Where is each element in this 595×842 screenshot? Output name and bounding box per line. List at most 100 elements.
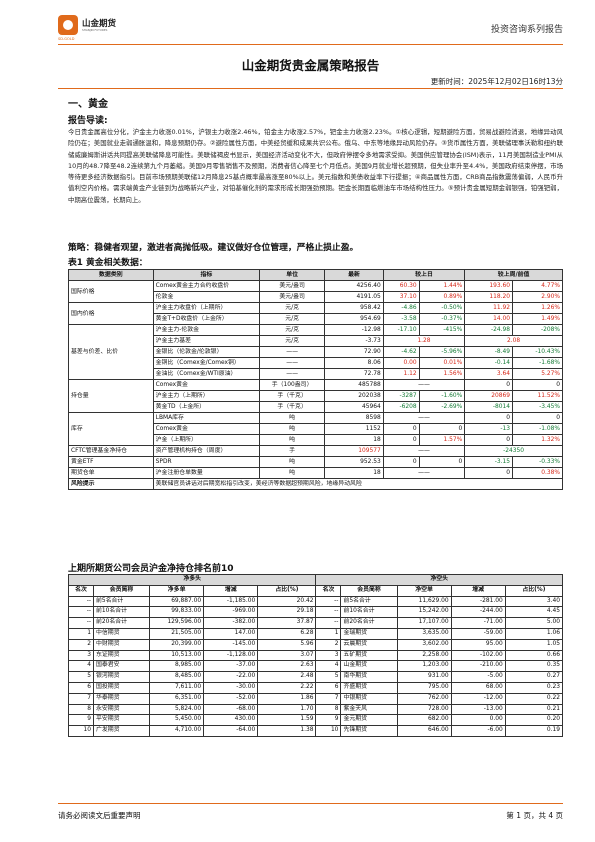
table-cell: 6	[68, 681, 94, 694]
day-pct-cell: 1.56%	[418, 368, 466, 380]
day-change-cell: 0.00	[382, 357, 420, 369]
unit-cell: 手（千克）	[259, 401, 326, 413]
table-cell: --	[68, 606, 94, 619]
table-cell: 中财期货	[92, 638, 151, 651]
day-change-cell: ——	[382, 412, 466, 424]
table-cell: 2.22	[257, 681, 317, 694]
table-cell: 646.00	[396, 725, 452, 737]
table-cell: 8	[315, 703, 342, 716]
disclaimer-note: 请务必阅读文后重要声明	[58, 811, 141, 820]
latest-cell: 4256.40	[324, 280, 384, 292]
column-header: 会员简称	[92, 584, 151, 597]
table-row: 金油比（Comex金/WTI原油） —— 72.78 1.12 1.56% 3.64 5.2…	[69, 368, 564, 380]
category-cell: 国际价格	[68, 280, 154, 303]
unit-cell: 吨	[259, 456, 326, 468]
table-cell: 728.00	[396, 703, 452, 716]
latest-cell: -3.73	[324, 335, 384, 347]
day-pct-cell: 0.01%	[418, 357, 466, 369]
table-cell: -64.00	[203, 725, 259, 737]
week-pct-cell: -208%	[511, 324, 564, 336]
day-pct-cell: -0.37%	[418, 313, 466, 325]
table-cell: 0.19	[504, 725, 564, 737]
latest-cell: 8.06	[324, 357, 384, 369]
unit-cell: 元/克	[259, 302, 326, 314]
unit-cell: 美元/盎司	[259, 280, 326, 292]
week-change-cell: 0	[464, 434, 513, 446]
week-pct-cell: -3.45%	[511, 401, 564, 413]
table-cell: 17,107.00	[396, 617, 452, 629]
table-cell: -59.00	[450, 627, 506, 640]
table-cell: 147.00	[203, 627, 259, 640]
indicator-cell: LBMA库存	[152, 412, 261, 424]
table-cell: -382.00	[203, 617, 259, 629]
day-pct-cell: -2.69%	[418, 401, 466, 413]
table-cell: 3	[315, 649, 342, 662]
indicator-cell: 伦敦金	[152, 291, 261, 303]
table-cell: 前20名合计	[340, 617, 398, 629]
latest-cell: 202038	[324, 390, 384, 402]
week-pct-cell: 1.26%	[511, 302, 564, 314]
week-pct-cell: 5.27%	[511, 368, 564, 380]
table-cell: 0.66	[504, 649, 564, 662]
category-cell: 期货仓单	[68, 467, 154, 479]
latest-cell: 954.69	[324, 313, 384, 325]
table-cell: 95.00	[450, 638, 506, 651]
table-cell: 中银期货	[340, 692, 398, 705]
week-pct-cell: -1.08%	[511, 423, 564, 435]
table-cell: 0.21	[504, 703, 564, 716]
week-change-cell: 14.00	[464, 313, 513, 325]
category-cell: 库存	[68, 412, 154, 446]
day-change-cell: -3.58	[382, 313, 420, 325]
gold-data-table: 数据类别 指标 单位 最新 较上日 较上周/前值 国际价格 Comex黄金主力合约收盘价 美元/…	[68, 269, 564, 490]
category-cell: 国内价格	[68, 302, 154, 325]
week-change-cell: 3.64	[464, 368, 513, 380]
table-cell: 紫金天风	[340, 703, 398, 716]
week-pct-cell: -10.43%	[511, 346, 564, 358]
week-pct-cell: 0	[511, 379, 564, 391]
table-row: 3 东证期货 10,513.00 -1,128.00 3.07 3 五矿期货 2,258.00…	[68, 649, 564, 662]
column-header: 单位	[259, 269, 326, 281]
table-row: 国内价格 沪金主力收盘价（上期所） 元/克 958.42 -4.86 -0.50% 11.9…	[68, 302, 564, 325]
table-row: 1 中信期货 21,505.00 147.00 6.28 1 金瑞期货 3,635.00 -59…	[68, 627, 564, 640]
week-pct-cell: 2.90%	[511, 291, 564, 303]
week-pct-cell: -1.68%	[511, 357, 564, 369]
category-cell: 基差与价差、比价	[68, 324, 154, 380]
table-cell: 7,611.00	[149, 681, 205, 694]
latest-cell: 1152	[324, 423, 384, 435]
table-cell: 2,258.00	[396, 649, 452, 662]
table-cell: 1.70	[257, 703, 317, 716]
table-cell: -102.00	[450, 649, 506, 662]
day-change-cell: -4.86	[382, 302, 420, 314]
unit-cell: 元/克	[259, 324, 326, 336]
table-cell: 1	[68, 627, 94, 640]
day-change-cell: 0	[382, 423, 420, 435]
table-cell: 平安期货	[92, 714, 151, 727]
table-cell: 东证期货	[92, 649, 151, 662]
table-cell: 9	[315, 714, 342, 727]
logo-icon	[58, 15, 78, 35]
table-cell: 永安期货	[92, 703, 151, 716]
table-cell: 国投期货	[92, 681, 151, 694]
table-cell: 8,485.00	[149, 671, 205, 683]
day-change-cell: -17.10	[382, 324, 420, 336]
table-cell: 3	[68, 649, 94, 662]
title-divider	[58, 88, 563, 89]
day-change-cell: ——	[382, 379, 466, 391]
latest-cell: 485788	[324, 379, 384, 391]
table-cell: 0.00	[450, 714, 506, 727]
table-cell: 4.45	[504, 606, 564, 619]
section-heading: 一、黄金	[68, 99, 108, 110]
latest-cell: 952.53	[324, 456, 384, 468]
unit-cell: ——	[259, 368, 326, 380]
table-cell: 0.35	[504, 660, 564, 673]
table-cell: 1.05	[504, 638, 564, 651]
table-cell: -244.00	[450, 606, 506, 619]
unit-cell: 手（100盎司）	[259, 379, 326, 391]
table-row: -- 前5名合计 69,887.00 -1,185.00 20.42 -- 前5名合计 11,…	[68, 595, 564, 608]
day-change-cell: 0	[382, 434, 420, 446]
day-pct-cell: 1.44%	[418, 280, 466, 292]
latest-cell: 958.42	[324, 302, 384, 314]
table-cell: 68.00	[450, 681, 506, 694]
table-cell: 9	[68, 714, 94, 727]
table-row: 金铜比（Comex金/Comex铜） —— 8.06 0.00 0.01% -0.14 -1…	[69, 357, 564, 369]
